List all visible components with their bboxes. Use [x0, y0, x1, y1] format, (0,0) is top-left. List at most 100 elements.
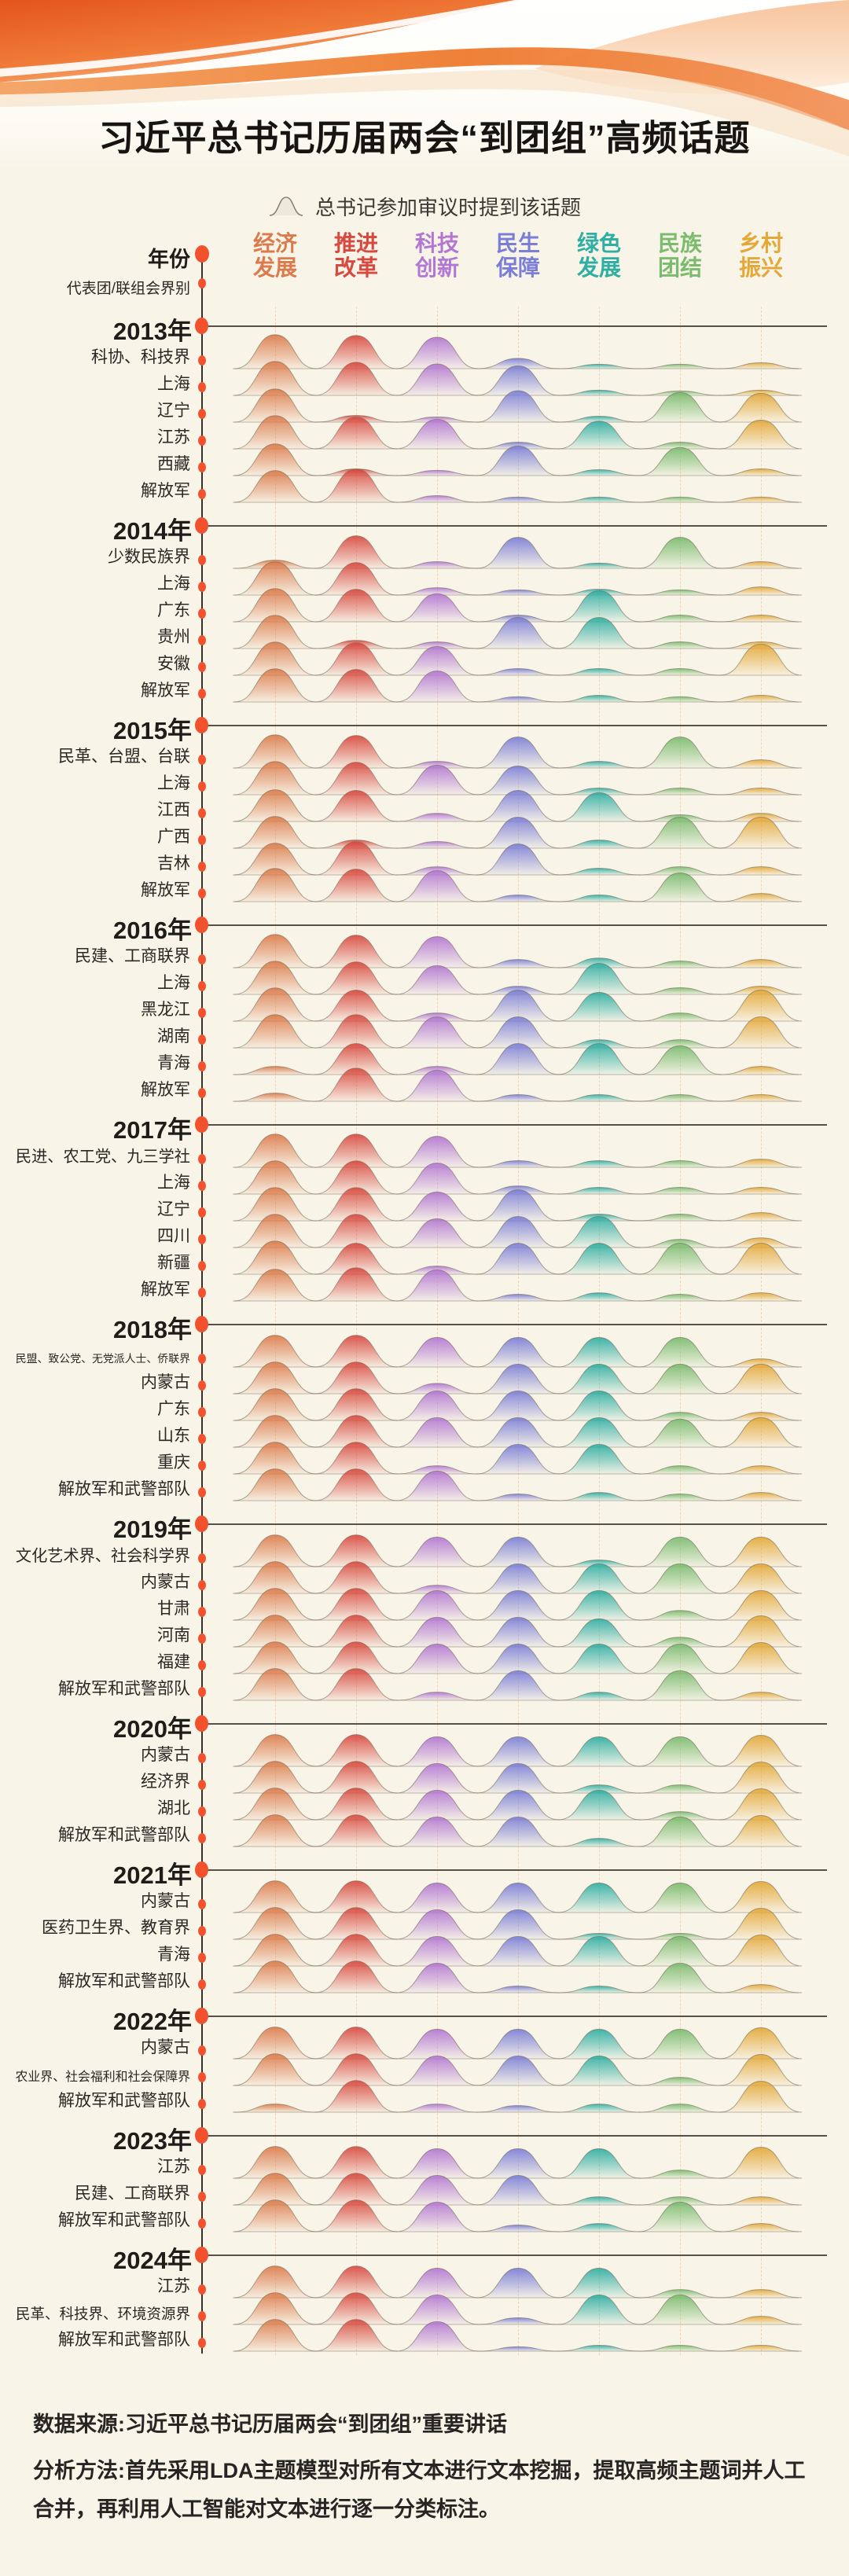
row-dot [198, 2284, 206, 2295]
year-header: 2019年 [0, 1505, 849, 1544]
row-dot [198, 781, 206, 792]
row-label: 民进、农工党、九三学社 [15, 1148, 190, 1166]
row-label: 医药卫生界、教育界 [42, 1919, 190, 1937]
row-label: 湖北 [157, 1799, 190, 1817]
row-dot [198, 608, 206, 619]
year-dot [195, 1715, 208, 1732]
row-dot [198, 2338, 206, 2348]
row-label: 青海 [157, 1054, 190, 1072]
row-label: 解放军 [141, 682, 190, 700]
row-label: 民盟、致公党、无党派人士、侨联界 [15, 1352, 190, 1365]
column-gridline-7 [760, 307, 762, 2355]
row-dot [198, 662, 206, 672]
year-label: 2016年 [113, 917, 192, 944]
row-label: 上海 [157, 974, 190, 992]
delegation-row: 贵州 [0, 615, 849, 652]
year-header: 2013年 [0, 307, 849, 346]
year-section: 2023年 江苏 民建、工商联界 解放军和武警部队 [0, 2116, 849, 2236]
year-header: 2014年 [0, 506, 849, 546]
row-label: 黑龙江 [141, 1001, 190, 1019]
year-label: 2022年 [113, 2008, 192, 2035]
row-label: 贵州 [157, 628, 190, 646]
page-title: 习近平总书记历届两会“到团组”高频话题 [98, 118, 751, 158]
row-dot [198, 2165, 206, 2175]
topic-label-line2: 发展 [576, 255, 621, 280]
row-label: 安徽 [157, 655, 190, 673]
delegation-row: 上海 [0, 361, 849, 399]
delegation-row: 上海 [0, 1160, 849, 1198]
row-label: 内蒙古 [141, 1373, 190, 1391]
row-dot [198, 1553, 206, 1564]
year-header: 2017年 [0, 1105, 849, 1145]
row-dot [198, 382, 206, 392]
year-label: 2024年 [113, 2247, 192, 2274]
row-dot [198, 2192, 206, 2202]
delegation-row: 四川 [0, 1214, 849, 1251]
year-divider-line [208, 725, 827, 726]
delegation-row: 农业界、社会福利和社会保障界 [0, 2053, 849, 2089]
delegation-row: 广东 [0, 588, 849, 626]
year-section: 2021年 内蒙古 医药卫生界、教育界 青海 解放军和武警部队 [0, 1850, 849, 1997]
row-label: 解放军 [141, 482, 190, 500]
row-label: 辽宁 [157, 402, 190, 420]
row-dot [198, 355, 206, 366]
year-sections: 2013年 科协、科技界 上海 辽宁 江苏 西藏 解放军 2014年 少数民族界 上海 广东 贵州 安徽… [0, 307, 849, 2355]
row-label: 上海 [157, 774, 190, 792]
row-dot [198, 635, 206, 645]
year-dot [195, 2247, 208, 2263]
delegation-axis-dot [198, 278, 206, 288]
delegation-row: 黑龙江 [0, 987, 849, 1025]
delegation-row: 解放军 [0, 668, 849, 706]
row-label: 少数民族界 [108, 548, 190, 566]
year-section: 2020年 内蒙古 经济界 湖北 解放军和武警部队 [0, 1704, 849, 1850]
topic-header-5: 绿色 发展 [551, 231, 647, 280]
topic-header-7: 乡村 振兴 [713, 231, 809, 280]
row-label: 文化艺术界、社会科学界 [15, 1548, 190, 1565]
row-dot [198, 555, 206, 565]
method-note: 分析方法:首先采用LDA主题模型对所有文本进行文本挖掘，提取高频主题词并人工合并… [33, 2459, 806, 2522]
row-dot [198, 1181, 206, 1191]
row-label: 解放军和武警部队 [58, 1826, 190, 1844]
row-dot [198, 1753, 206, 1763]
year-divider-line [208, 2016, 827, 2017]
row-label: 民革、台盟、台联 [58, 748, 190, 766]
row-dot [198, 489, 206, 499]
row-dot [198, 1434, 206, 1444]
delegation-row: 江西 [0, 789, 849, 825]
row-dot [198, 582, 206, 592]
topic-label-line2: 振兴 [738, 255, 783, 280]
row-dot [198, 1926, 206, 1936]
year-label: 2020年 [113, 1715, 192, 1743]
year-label: 2019年 [113, 1516, 192, 1543]
delegation-row: 甘肃 [0, 1588, 849, 1624]
topic-header-3: 科技 创新 [389, 231, 485, 280]
row-label: 解放军和武警部队 [58, 2211, 190, 2229]
year-dot [195, 1516, 208, 1532]
delegation-row: 内蒙古 [0, 1734, 849, 1770]
row-label: 解放军 [141, 881, 190, 899]
row-dot [198, 2099, 206, 2109]
row-label: 江苏 [157, 2277, 190, 2295]
delegation-row: 吉林 [0, 841, 849, 879]
delegation-row: 辽宁 [0, 1187, 849, 1225]
header-banner: 习近平总书记历届两会“到团组”高频话题 [0, 0, 849, 171]
row-dot [198, 689, 206, 699]
row-label: 解放军 [141, 1081, 190, 1099]
row-label: 解放军和武警部队 [58, 1480, 190, 1498]
year-header: 2021年 [0, 1850, 849, 1890]
topic-header-2: 推进 改革 [308, 231, 404, 280]
row-dot [198, 755, 206, 765]
delegation-row: 民革、台盟、台联 [0, 734, 849, 772]
year-divider-line [208, 1723, 827, 1725]
topic-header-6: 民族 团结 [632, 231, 728, 280]
row-label: 江苏 [157, 2158, 190, 2176]
row-label: 辽宁 [157, 1200, 190, 1218]
delegation-row: 少数民族界 [0, 535, 849, 572]
row-label: 内蒙古 [141, 1573, 190, 1591]
row-dot [198, 1261, 206, 1271]
year-label: 2013年 [113, 318, 192, 345]
row-dot [198, 1687, 206, 1697]
ridge-wave-icon [269, 197, 303, 216]
year-section: 2018年 民盟、致公党、无党派人士、侨联界 内蒙古 广东 山东 重庆 解放军和武警部队 [0, 1305, 849, 1505]
delegation-row: 江苏 [0, 2146, 849, 2182]
